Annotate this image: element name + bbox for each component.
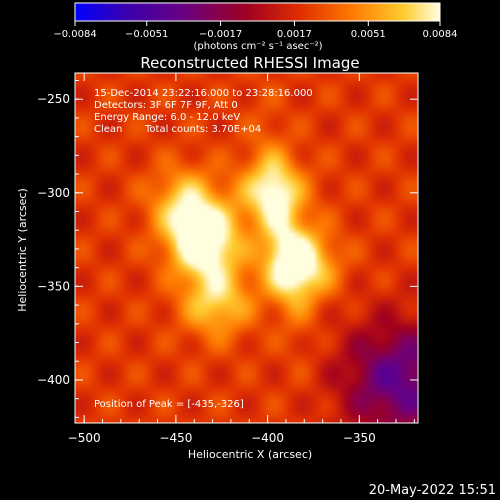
annotation-total-counts: Total counts: 3.70E+04 [144, 124, 261, 135]
y-axis-label: Heliocentric Y (arcsec) [16, 188, 29, 312]
colorbar-unit-label: (photons cm⁻² s⁻¹ asec⁻²) [193, 41, 322, 52]
colorbar [74, 2, 441, 22]
colorbar-tick-label: −0.0051 [125, 29, 168, 40]
x-tick-label: −500 [68, 431, 101, 445]
colorbar-tick-label: −0.0084 [53, 29, 96, 40]
x-tick-label: −350 [343, 431, 376, 445]
y-tick-label: −250 [37, 92, 70, 106]
colorbar-ticks: −0.0084 −0.0051 −0.0017 0.0017 0.0051 0.0084 [53, 21, 458, 40]
x-tick-label: −400 [251, 431, 284, 445]
x-axis-label: Heliocentric X (arcsec) [188, 448, 312, 461]
colorbar-tick-label: 0.0017 [277, 29, 312, 40]
y-tick-label: −400 [37, 373, 70, 387]
x-axis: −500 −450 −400 −350 [68, 73, 415, 445]
heatmap-image [75, 73, 418, 423]
colorbar-tick-label: −0.0017 [199, 29, 242, 40]
plot-area [74, 72, 419, 424]
annotation-energy-range: Energy Range: 6.0 - 12.0 keV [94, 112, 240, 123]
footer-date: 20-May-2022 15:51 [369, 483, 496, 498]
colorbar-tick-label: 0.0084 [423, 29, 458, 40]
x-tick-label: −450 [159, 431, 192, 445]
colorbar-tick-label: 0.0051 [351, 29, 386, 40]
chart-title: Reconstructed RHESSI Image [140, 54, 359, 72]
plot-frame [74, 72, 419, 424]
annotation-time-range: 15-Dec-2014 23:22:16.000 to 23:28:16.000 [94, 88, 313, 99]
y-tick-label: −300 [37, 186, 70, 200]
annotation-detectors: Detectors: 3F 6F 7F 9F, Att 0 [94, 100, 238, 111]
y-tick-label: −350 [37, 279, 70, 293]
annotation-method: Clean [94, 124, 122, 135]
annotation-peak-position: Position of Peak = [-435,-326] [94, 399, 244, 410]
y-axis: −250 −300 −350 −400 [37, 79, 418, 418]
